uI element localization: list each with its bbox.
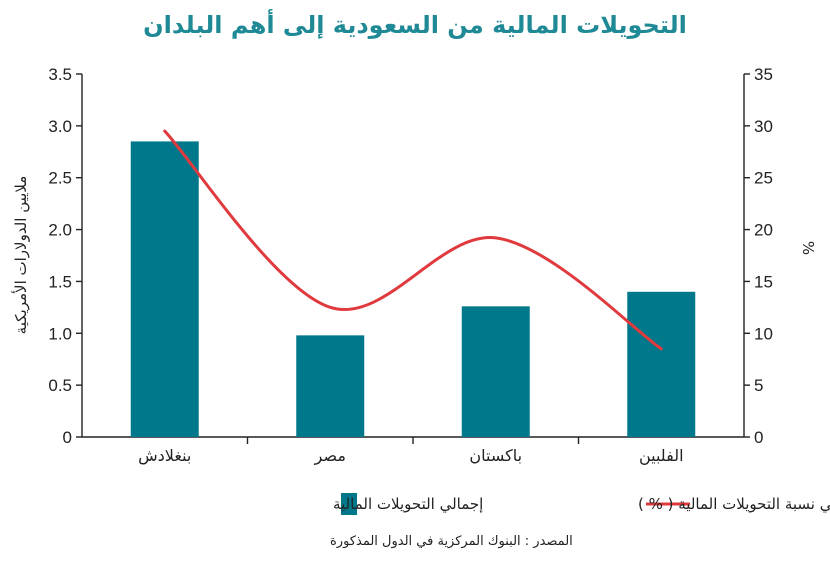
left-tick-label: 3.5 (48, 65, 72, 84)
bar-series (130, 141, 696, 437)
left-tick-label: 3.0 (48, 117, 72, 136)
legend-bar-swatch (341, 493, 357, 515)
left-tick-label: 0.5 (48, 376, 72, 395)
left-tick-label: 2.5 (48, 169, 72, 188)
category-label: مصر (314, 446, 346, 466)
left-tick-label: 1.5 (48, 272, 72, 291)
legend-bar-label: إجمالي التحويلات المالية (333, 495, 483, 514)
right-tick-label: 30 (754, 117, 773, 136)
legend-item-bar: إجمالي التحويلات المالية (333, 493, 483, 515)
category-label: باكستان (469, 446, 522, 465)
line-series (163, 129, 663, 351)
bar (296, 335, 365, 437)
right-tick-label: 5 (754, 376, 763, 395)
right-tick-label: 15 (754, 272, 773, 291)
bar (627, 291, 696, 437)
bar (130, 141, 199, 437)
right-tick-label: 0 (754, 428, 763, 447)
right-tick-label: 35 (754, 65, 773, 84)
bar (461, 306, 530, 437)
category-label: الفلبين (639, 446, 684, 466)
legend: إجمالي نسبة التحويلات المالية ( % ) إجما… (333, 493, 830, 515)
right-axis-label: % (799, 241, 817, 255)
source-note: المصدر : البنوك المركزية في الدول المذكو… (330, 534, 573, 549)
left-tick-label: 0 (63, 428, 72, 447)
right-tick-label: 25 (754, 169, 773, 188)
left-axis-label: ملايين الدولارات الأمريكية (11, 176, 30, 335)
chart-title: التحويلات المالية من السعودية إلى أهم ال… (143, 9, 687, 39)
category-label: بنغلادش (138, 446, 191, 465)
right-tick-label: 20 (754, 221, 773, 240)
legend-item-line: إجمالي نسبة التحويلات المالية ( % ) (638, 495, 830, 514)
left-tick-label: 2.0 (48, 221, 72, 240)
percent-line (163, 129, 663, 351)
right-axis: 0 5 10 15 20 25 30 35 (743, 65, 773, 447)
left-tick-label: 1.0 (48, 324, 72, 343)
category-labels: بنغلادش مصر باكستان الفلبين (138, 437, 684, 466)
legend-line-label: إجمالي نسبة التحويلات المالية ( % ) (638, 495, 830, 514)
right-tick-label: 10 (754, 324, 773, 343)
